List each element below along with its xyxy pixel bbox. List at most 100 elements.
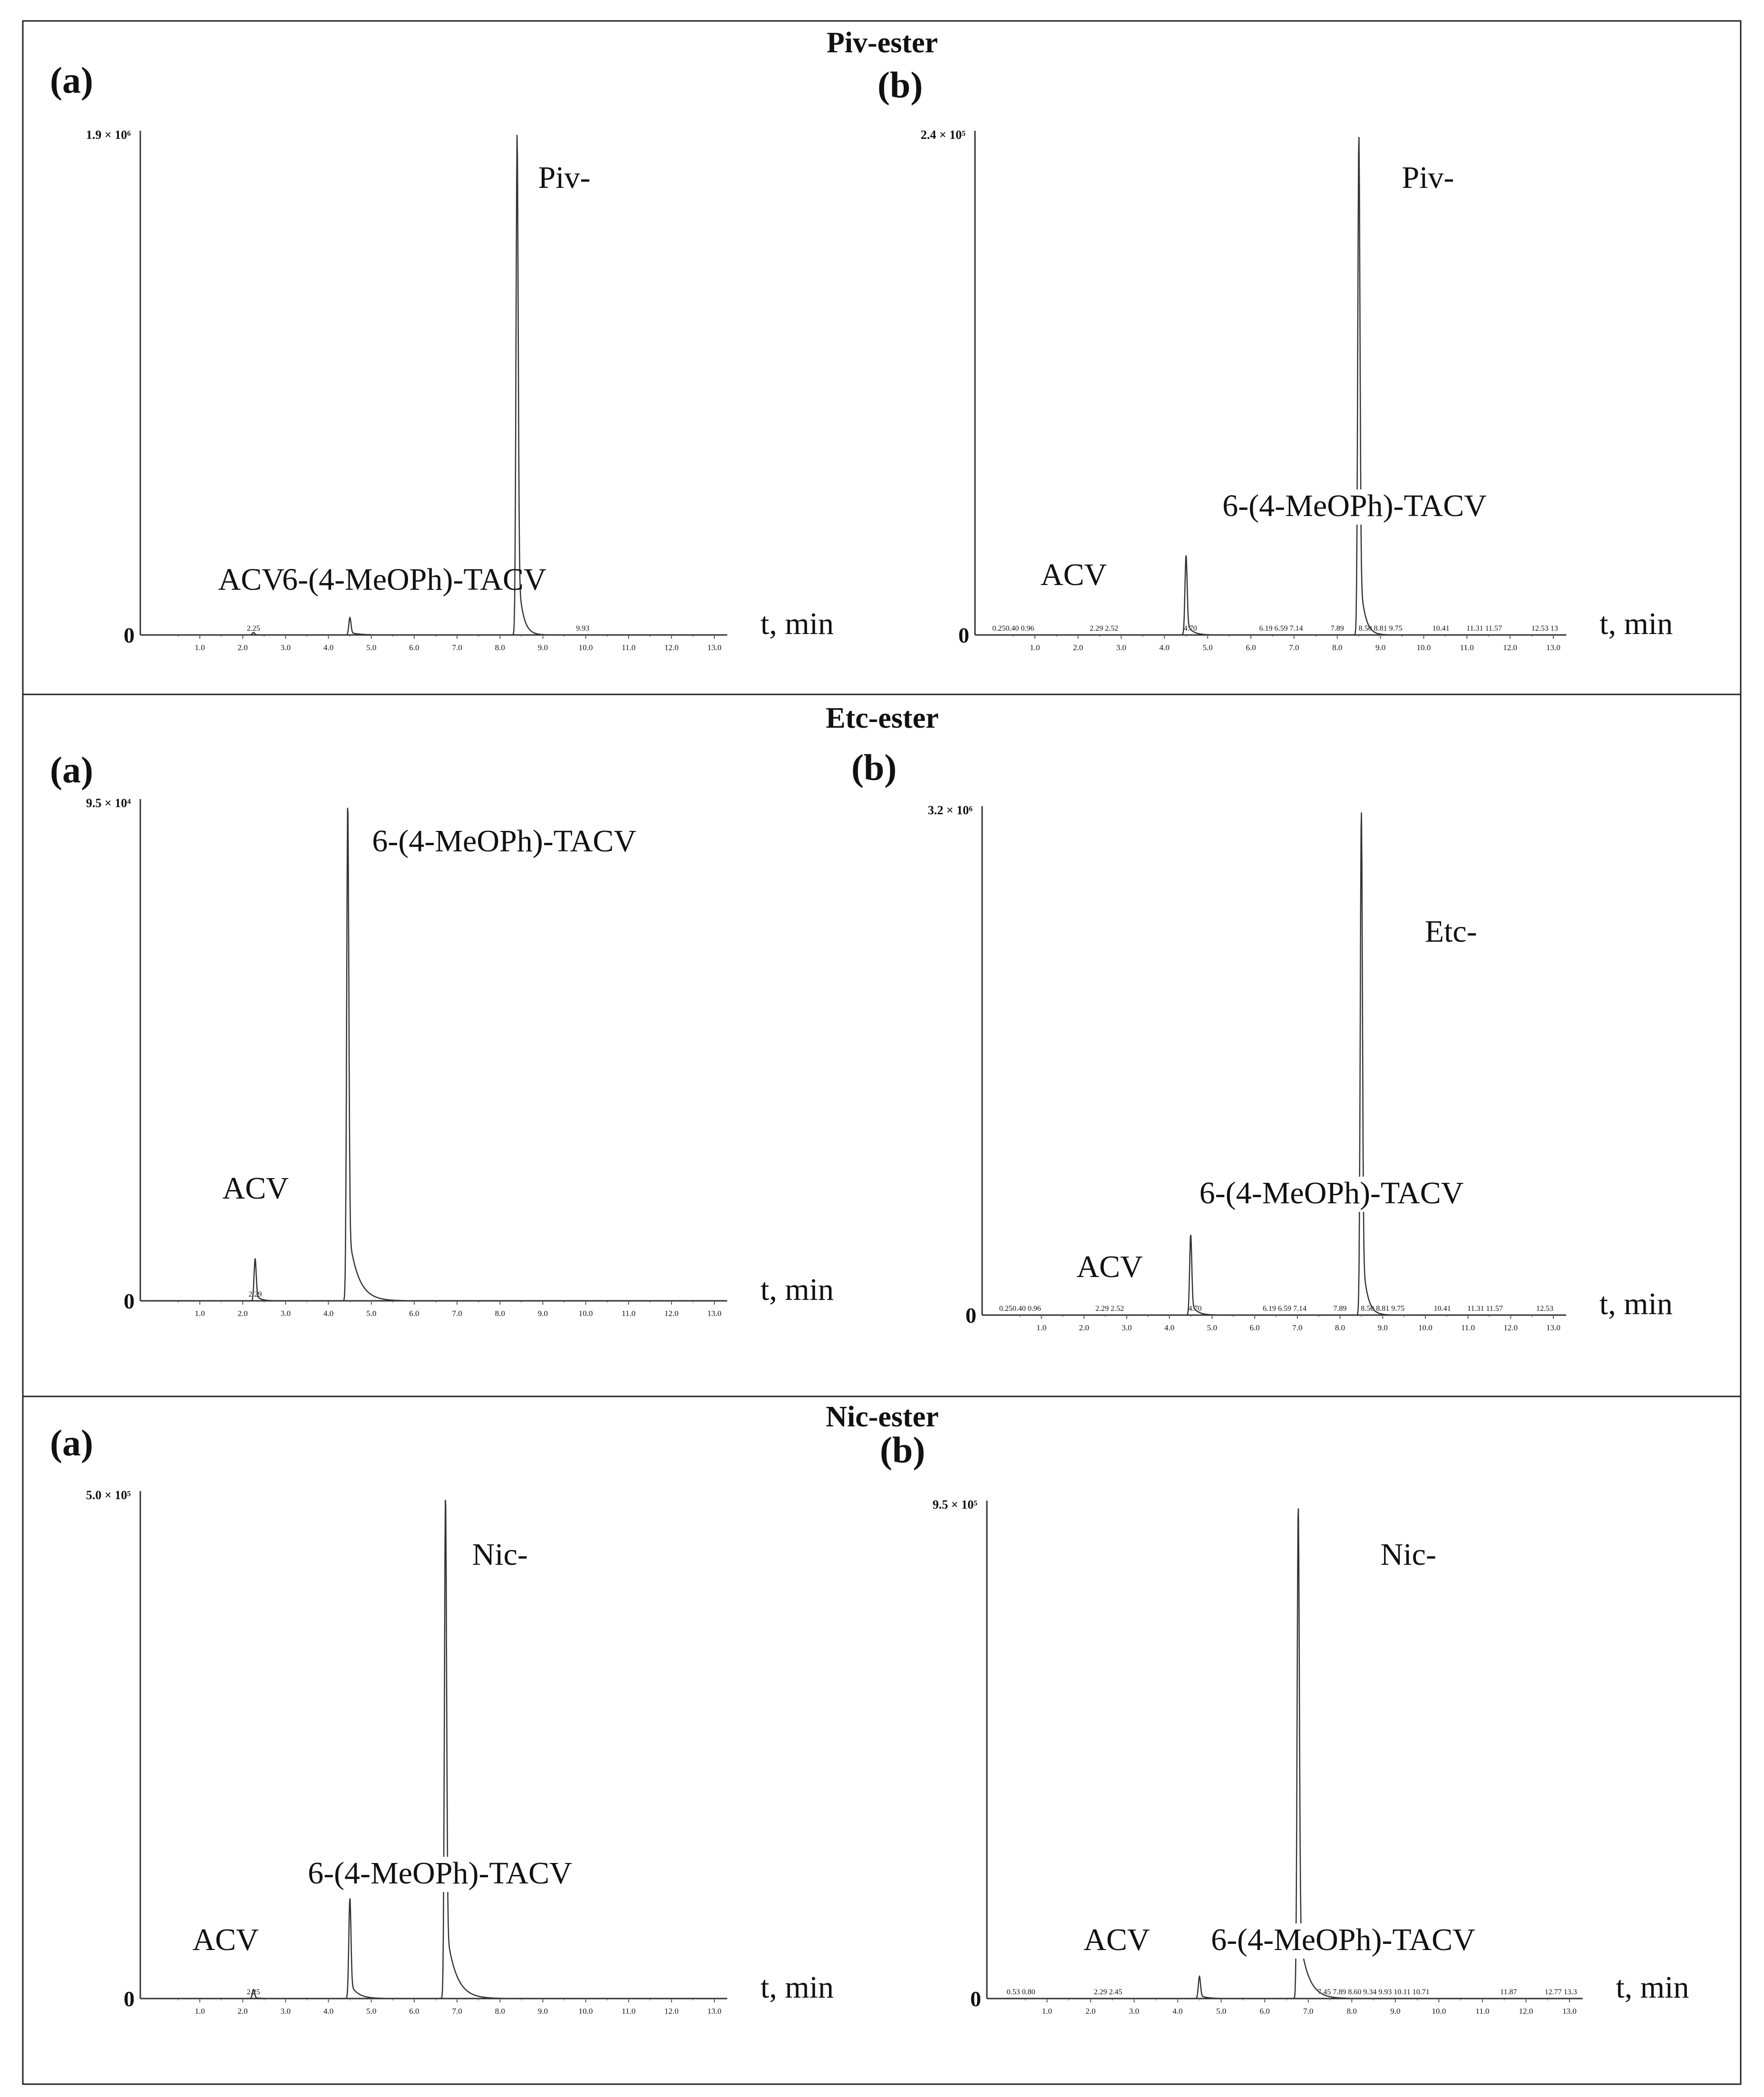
x-tick-label: 9.0 [538,643,548,652]
x-tick-label: 8.0 [495,2007,505,2016]
x-tick-label: 13.0 [1546,1323,1560,1332]
x-tick-label: 4.0 [323,1309,333,1318]
x-tick-label: 9.0 [1378,1323,1388,1332]
panel-label: (a) [50,1422,93,1463]
chromatogram-trace [1004,1508,1583,1999]
retention-time-label: 8.50 8.81 9.75 [1361,1305,1404,1313]
retention-time-label: 7.89 [1334,1305,1347,1313]
y-max-label: 9.5 × 10⁵ [933,1498,977,1512]
x-tick-label: 5.0 [1207,1323,1217,1332]
x-tick-label: 5.0 [366,1309,376,1318]
x-tick-label: 6.0 [409,2007,419,2016]
x-tick-label: 2.0 [1085,2007,1095,2016]
chromatogram-panel: (b) 3.2 × 10⁶ 0 1.0 2.0 3.0 4.0 5.0 6.0 7.0 8.0 9.0… [851,747,1673,1332]
acv-peak-label: ACV [193,1922,259,1957]
figure-frame [22,20,1742,2085]
x-axis-label: t, min [1616,1970,1689,2005]
y-zero-label: 0 [124,1987,135,2011]
y-max-label: 2.4 × 10⁵ [921,128,965,142]
section-title-nic: Nic-ester [826,1401,939,1433]
chromatogram-panel: (b) 9.5 × 10⁵ 0 1.0 2.0 3.0 4.0 5.0 6.0 7.0 8.0 9.0… [880,1429,1689,2016]
chromatogram-panel: (a) 5.0 × 10⁵ 0 1.0 2.0 3.0 4.0 5.0 6.0 7.0 8.0 9.0… [50,1422,834,2016]
x-axis-label: t, min [1599,606,1673,641]
y-zero-label: 0 [965,1303,976,1327]
x-tick-label: 11.0 [1461,1323,1475,1332]
x-tick-label: 6.0 [1250,1323,1260,1332]
retention-time-label: 2.29 2.45 [1094,1988,1122,1996]
section-titles: Piv-ester Etc-ester Nic-ester [826,27,939,1433]
x-tick-label: 2.0 [238,2007,248,2016]
chromatogram-trace [157,135,727,636]
ester-peak-label: Nic- [472,1537,528,1572]
retention-time-label: 11.87 [1500,1988,1517,1996]
tacv-peak-label: 6-(4-MeOPh)-TACV [282,562,546,597]
panel-label: (a) [50,59,93,101]
x-axis-label: t, min [760,1272,834,1307]
x-tick-label: 9.0 [538,1309,548,1318]
chromatogram-panels: (a) 1.9 × 10⁶ 0 1.0 2.0 3.0 4.0 5.0 6.0 7.0 8.0 9.0… [50,59,1689,2016]
x-tick-label: 10.0 [579,643,593,652]
x-tick-label: 9.0 [1390,2007,1400,2016]
retention-time-label: 12.53 [1536,1305,1553,1313]
retention-time-label: 12.77 13.3 [1545,1988,1577,1996]
x-tick-label: 1.0 [195,1309,205,1318]
x-tick-label: 13.0 [707,643,721,652]
x-tick-label: 12.0 [1503,1323,1518,1332]
ester-peak-label: Nic- [1381,1537,1436,1572]
x-tick-label: 4.0 [1173,2007,1183,2016]
x-tick-label: 7.0 [452,2007,462,2016]
x-tick-label: 3.0 [281,643,291,652]
retention-time-label: 2.29 2.52 [1095,1305,1124,1313]
retention-time-label: 10.41 [1434,1305,1451,1313]
x-axis-label: t, min [760,1970,834,2005]
panel-label: (a) [50,749,93,790]
y-zero-label: 0 [958,623,969,647]
y-max-label: 3.2 × 10⁶ [928,803,973,817]
x-tick-label: 12.0 [664,1309,679,1318]
chromatogram-trace [992,137,1567,636]
chromatogram-trace [157,808,727,1302]
x-tick-label: 1.0 [1036,1323,1046,1332]
x-tick-label: 11.0 [622,2007,635,2016]
x-tick-label: 5.0 [1216,2007,1226,2016]
x-tick-label: 5.0 [366,643,376,652]
x-tick-label: 7.0 [1289,643,1299,652]
outer-border [22,20,1742,2085]
chromatogram-trace [157,1500,727,1999]
x-tick-label: 12.0 [1503,643,1517,652]
x-tick-label: 6.0 [1246,643,1256,652]
x-tick-label: 13.0 [707,1309,721,1318]
x-tick-label: 2.0 [1079,1323,1089,1332]
tacv-peak-label: 6-(4-MeOPh)-TACV [1199,1176,1464,1210]
x-tick-label: 13.0 [707,2007,721,2016]
retention-time-label: 10.41 [1433,624,1450,633]
x-tick-label: 6.0 [1260,2007,1270,2016]
y-zero-label: 0 [970,1987,981,2011]
ester-peak-label: Piv- [1402,160,1454,195]
y-max-label: 1.9 × 10⁶ [86,128,131,142]
retention-time-label: 0.53 0.80 [1007,1988,1035,1996]
tacv-peak-label: 6-(4-MeOPh)-TACV [1211,1922,1475,1957]
x-tick-label: 8.0 [1347,2007,1357,2016]
retention-time-label: 9.93 [576,624,589,633]
x-tick-label: 11.0 [1460,643,1474,652]
retention-time-label: 7.89 [1331,624,1344,633]
tacv-peak-label: 6-(4-MeOPh)-TACV [308,1856,572,1891]
retention-time-label: 6.19 6.59 7.14 [1263,1305,1306,1313]
x-tick-label: 12.0 [1519,2007,1533,2016]
x-axis-label: t, min [760,606,834,641]
x-tick-label: 7.0 [1303,2007,1313,2016]
x-tick-label: 3.0 [1129,2007,1139,2016]
x-tick-label: 10.0 [1417,643,1431,652]
retention-time-label: 12.53 13 [1531,624,1558,633]
x-tick-label: 10.0 [579,1309,593,1318]
retention-time-label: 2.25 [247,624,260,633]
x-tick-label: 9.0 [1375,643,1385,652]
x-tick-label: 2.0 [238,1309,248,1318]
x-tick-label: 11.0 [622,1309,635,1318]
retention-time-label: 0.250.40 0.96 [999,1305,1041,1313]
x-tick-label: 13.0 [1546,643,1560,652]
x-tick-label: 1.0 [195,2007,205,2016]
x-tick-label: 7.0 [1292,1323,1302,1332]
